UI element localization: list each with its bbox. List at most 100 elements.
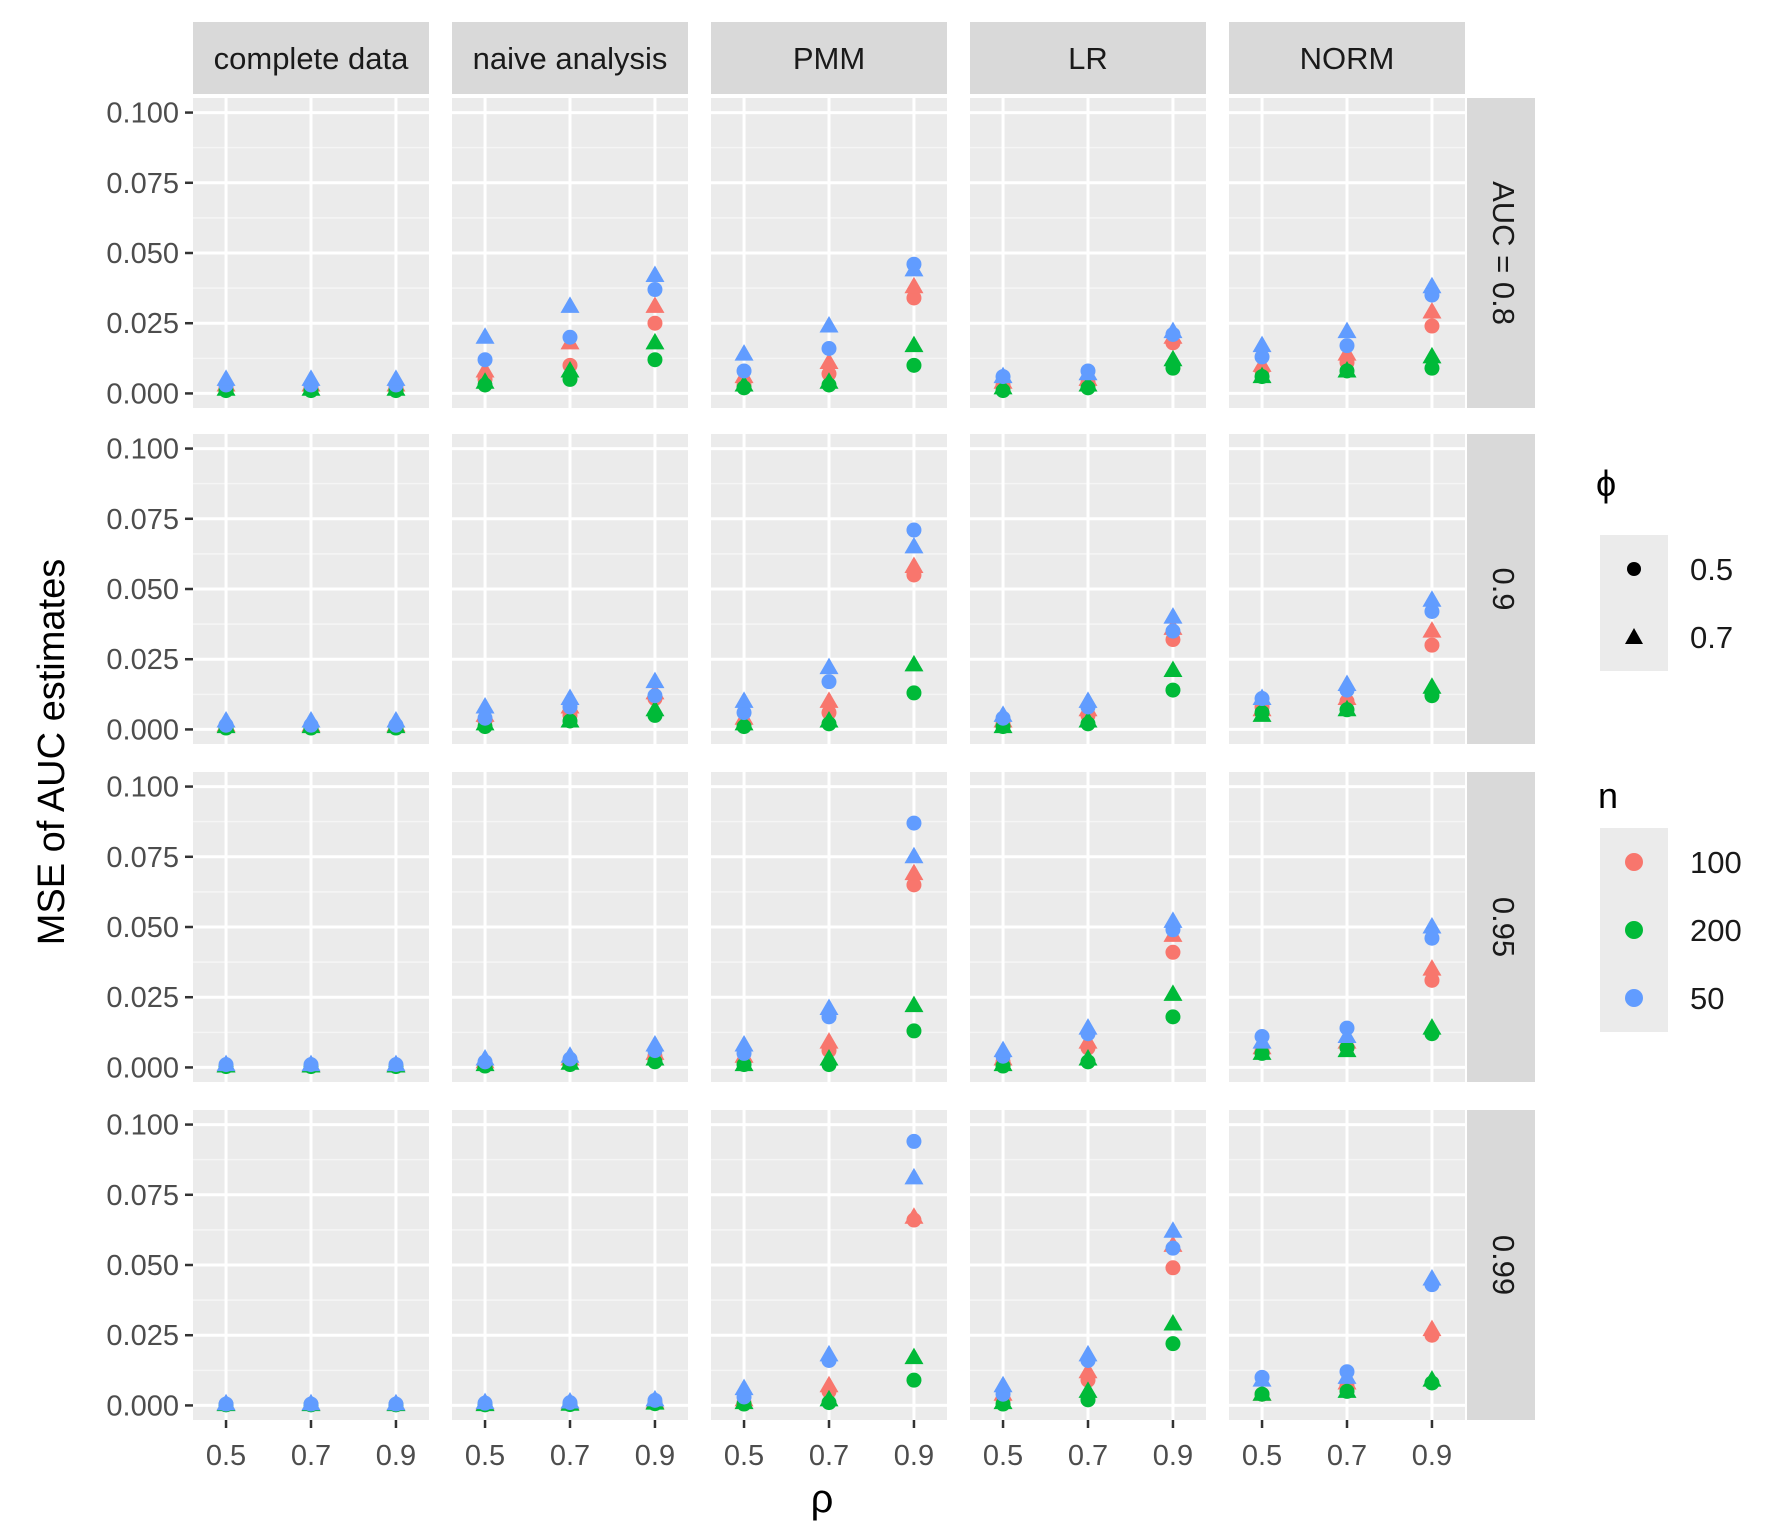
y-tick-label: 0.100 (106, 98, 179, 130)
data-point-triangle (734, 1034, 754, 1052)
data-point-circle (736, 363, 752, 379)
data-point-triangle (1337, 1367, 1357, 1384)
strip-background (1467, 1110, 1535, 1420)
data-point-triangle (1252, 335, 1272, 353)
axes-layer: 0.000 0.025 0.050 0.075 0.100 0.000 0.025 0.050… (106, 98, 1452, 1472)
x-tick-label: 0.5 (465, 1440, 505, 1472)
column-strip: NORM (1229, 22, 1465, 94)
data-point-triangle (1337, 1026, 1357, 1044)
data-point-triangle (475, 1392, 495, 1410)
data-point-triangle (560, 360, 580, 378)
data-point-triangle (904, 536, 924, 554)
data-point-circle (1424, 972, 1440, 988)
row-strip: AUC = 0.8 (1467, 98, 1535, 408)
y-tick-label: 0.000 (106, 378, 179, 410)
data-point-triangle (1422, 346, 1442, 364)
data-point-triangle (1078, 363, 1098, 381)
column-strip: PMM (711, 22, 947, 94)
facet-panel (452, 772, 688, 1082)
data-point-circle (647, 688, 663, 704)
data-point-triangle (904, 335, 924, 353)
data-point-triangle (1422, 677, 1442, 694)
y-tick-label: 0.075 (106, 842, 179, 874)
data-point-triangle (904, 276, 924, 294)
data-point-circle (1165, 944, 1181, 960)
data-point-circle (736, 705, 752, 721)
data-point-triangle (386, 369, 406, 386)
data-point-triangle (904, 654, 924, 672)
y-axis-title: MSE of AUC estimates (31, 559, 73, 945)
data-point-triangle (734, 344, 754, 361)
data-point-triangle (1422, 1370, 1442, 1387)
y-tick-label: 0.050 (106, 238, 179, 270)
data-point-circle (1424, 318, 1440, 334)
data-point-triangle (734, 1378, 754, 1396)
x-tick-label: 0.7 (1068, 1440, 1108, 1472)
data-point-triangle (1422, 917, 1442, 934)
data-point-triangle (904, 1167, 924, 1185)
legend-n-title: n (1598, 775, 1618, 816)
data-point-triangle (1337, 321, 1357, 339)
strip-background (452, 22, 688, 94)
data-point-triangle (560, 688, 580, 706)
data-point-triangle (1078, 1361, 1098, 1379)
x-tick-label: 0.9 (376, 1440, 416, 1472)
x-tick-label: 0.5 (206, 1440, 246, 1472)
data-point-circle (562, 329, 578, 345)
data-point-triangle (1252, 1043, 1272, 1060)
y-tick-label: 0.000 (106, 714, 179, 746)
data-point-circle (906, 357, 922, 373)
x-tick-label: 0.7 (550, 1440, 590, 1472)
data-point-triangle (216, 1393, 236, 1411)
data-point-triangle (1252, 1384, 1272, 1401)
strip-background (970, 22, 1206, 94)
facet-panel (193, 434, 429, 744)
y-tick-label: 0.025 (106, 1320, 179, 1352)
data-point-circle (477, 710, 493, 726)
data-point-triangle (904, 1207, 924, 1224)
x-tick-label: 0.5 (1242, 1440, 1282, 1472)
x-tick-label: 0.9 (894, 1440, 934, 1472)
x-tick-label: 0.7 (291, 1440, 331, 1472)
data-point-triangle (1078, 1049, 1098, 1066)
legend-phi: ϕ 0.5 0.7 (1596, 463, 1733, 671)
data-point-triangle (645, 1389, 665, 1407)
legend-n-label-50: 50 (1690, 981, 1724, 1016)
legend-phi-title: ϕ (1596, 463, 1616, 504)
y-tick-label: 0.100 (106, 772, 179, 804)
y-tick-label: 0.000 (106, 1052, 179, 1084)
data-point-triangle (819, 316, 839, 333)
data-point-triangle (645, 1034, 665, 1052)
column-strip-label: naive analysis (473, 41, 668, 76)
data-point-circle (906, 1023, 922, 1039)
x-axis-title: ρ (811, 1477, 834, 1521)
data-point-triangle (1422, 959, 1442, 976)
data-point-triangle (216, 711, 236, 728)
column-strip-label: NORM (1300, 41, 1395, 76)
y-tick-label: 0.025 (106, 644, 179, 676)
data-point-triangle (1337, 674, 1357, 691)
data-point-circle (1424, 637, 1440, 653)
data-point-triangle (734, 1054, 754, 1072)
data-point-triangle (904, 863, 924, 881)
data-point-triangle (1422, 1269, 1442, 1286)
x-tick-label: 0.5 (724, 1440, 764, 1472)
legend-n-label-100: 100 (1690, 845, 1742, 880)
data-point-triangle (1078, 691, 1098, 708)
points-layer (216, 256, 1442, 1413)
data-point-triangle (819, 691, 839, 708)
data-point-circle (1424, 360, 1440, 376)
data-point-triangle (1078, 375, 1098, 392)
strip-background (1467, 98, 1535, 408)
data-point-triangle (475, 696, 495, 714)
data-point-circle (647, 282, 663, 298)
data-point-triangle (819, 1032, 839, 1049)
data-point-triangle (1422, 1319, 1442, 1337)
data-point-triangle (1078, 1018, 1098, 1035)
y-tick-label: 0.050 (106, 574, 179, 606)
data-point-triangle (819, 711, 839, 728)
y-tick-label: 0.100 (106, 1110, 179, 1142)
data-point-circle (906, 815, 922, 831)
data-point-triangle (1163, 1221, 1183, 1238)
